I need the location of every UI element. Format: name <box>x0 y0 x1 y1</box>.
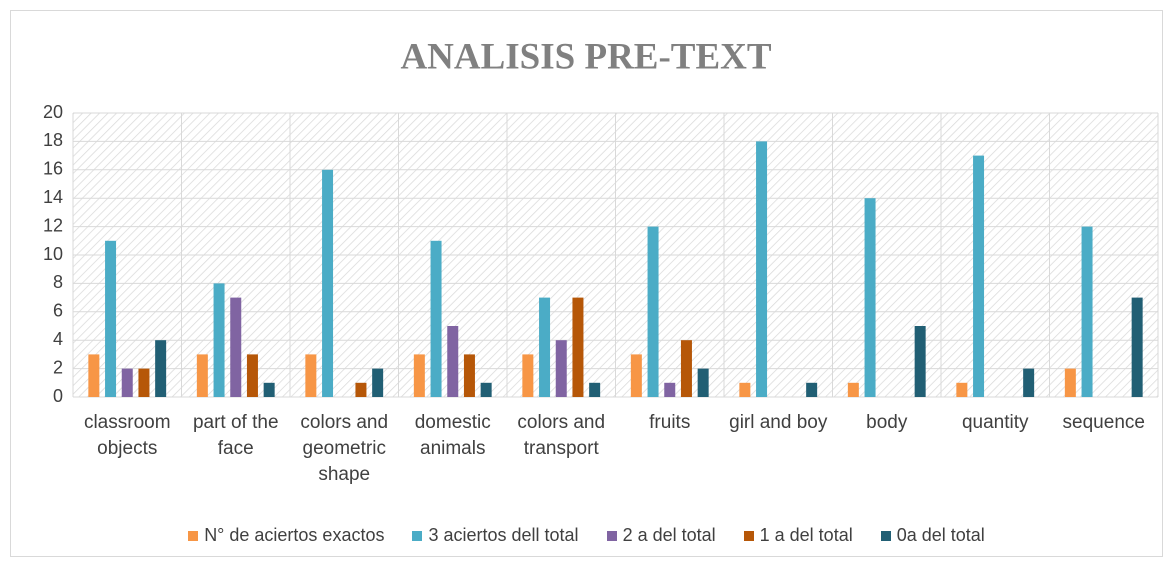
bar <box>430 240 442 397</box>
bar <box>630 354 642 397</box>
bar <box>864 198 876 397</box>
legend-swatch <box>606 530 617 541</box>
bar <box>847 382 859 397</box>
bar <box>88 354 100 397</box>
bar <box>973 155 985 397</box>
x-tick-label: classroom objects <box>83 412 171 459</box>
bar <box>697 368 709 397</box>
bar <box>155 340 167 397</box>
y-tick-label: 20 <box>43 102 63 122</box>
bar <box>447 326 459 397</box>
bar <box>196 354 208 397</box>
legend: N° de aciertos exactos 3 aciertos dell to… <box>10 525 1163 546</box>
bar <box>756 141 768 397</box>
bar <box>739 382 751 397</box>
legend-item: N° de aciertos exactos <box>188 525 384 546</box>
bar <box>806 382 818 397</box>
legend-label: 1 a del total <box>759 525 853 545</box>
bar <box>572 297 584 397</box>
bar <box>105 240 117 397</box>
bar <box>463 354 475 397</box>
bar <box>956 382 968 397</box>
y-tick-label: 14 <box>43 187 63 207</box>
y-tick-label: 6 <box>53 301 63 321</box>
legend-swatch <box>412 530 423 541</box>
bar <box>1131 297 1143 397</box>
legend-label: 2 a del total <box>622 525 716 545</box>
legend-label: 3 aciertos dell total <box>428 525 579 545</box>
bar <box>213 283 225 397</box>
bar <box>480 382 492 397</box>
x-tick-label: part of the face <box>192 412 279 459</box>
bar <box>914 326 926 397</box>
chart-title: ANALISIS PRE-TEXT <box>400 36 771 77</box>
legend-label: 0a del total <box>896 525 985 545</box>
bar <box>1064 368 1076 397</box>
bar <box>589 382 601 397</box>
x-tick-label: domestic animals <box>414 412 491 459</box>
legend-swatch <box>188 530 199 541</box>
legend-swatch <box>880 530 891 541</box>
x-tick-label: quantity <box>961 412 1029 433</box>
y-tick-label: 16 <box>43 159 63 179</box>
bar <box>322 169 334 397</box>
y-tick-label: 4 <box>53 329 63 349</box>
legend-label: N° de aciertos exactos <box>204 525 385 545</box>
bar <box>647 226 659 397</box>
bar <box>263 382 275 397</box>
y-tick-label: 12 <box>43 215 63 235</box>
bar <box>555 340 567 397</box>
bar <box>680 340 692 397</box>
y-tick-label: 8 <box>53 272 63 292</box>
x-tick-label: sequence <box>1062 412 1145 433</box>
bar <box>138 368 150 397</box>
bar <box>1023 368 1035 397</box>
y-tick-label: 10 <box>43 244 63 264</box>
bar <box>246 354 258 397</box>
x-tick-label: girl and boy <box>729 412 828 433</box>
bar <box>355 382 367 397</box>
y-tick-label: 2 <box>53 357 63 377</box>
bar <box>539 297 551 397</box>
x-tick-label: fruits <box>649 412 691 433</box>
bar <box>1081 226 1093 397</box>
x-tick-label: body <box>866 412 908 433</box>
legend-item: 2 a del total <box>606 525 716 546</box>
y-tick-label: 0 <box>53 386 63 406</box>
legend-item: 1 a del total <box>743 525 853 546</box>
x-tick-label: colors and geometric shape <box>300 412 389 485</box>
bar <box>372 368 384 397</box>
legend-swatch <box>743 530 754 541</box>
legend-item: 0a del total <box>880 525 985 546</box>
bar <box>305 354 317 397</box>
bar <box>121 368 133 397</box>
bar <box>664 382 676 397</box>
y-tick-label: 18 <box>43 130 63 150</box>
bar <box>522 354 534 397</box>
legend-item: 3 aciertos dell total <box>412 525 579 546</box>
bar <box>230 297 242 397</box>
x-tick-label: colors and transport <box>517 412 606 459</box>
bar <box>413 354 425 397</box>
